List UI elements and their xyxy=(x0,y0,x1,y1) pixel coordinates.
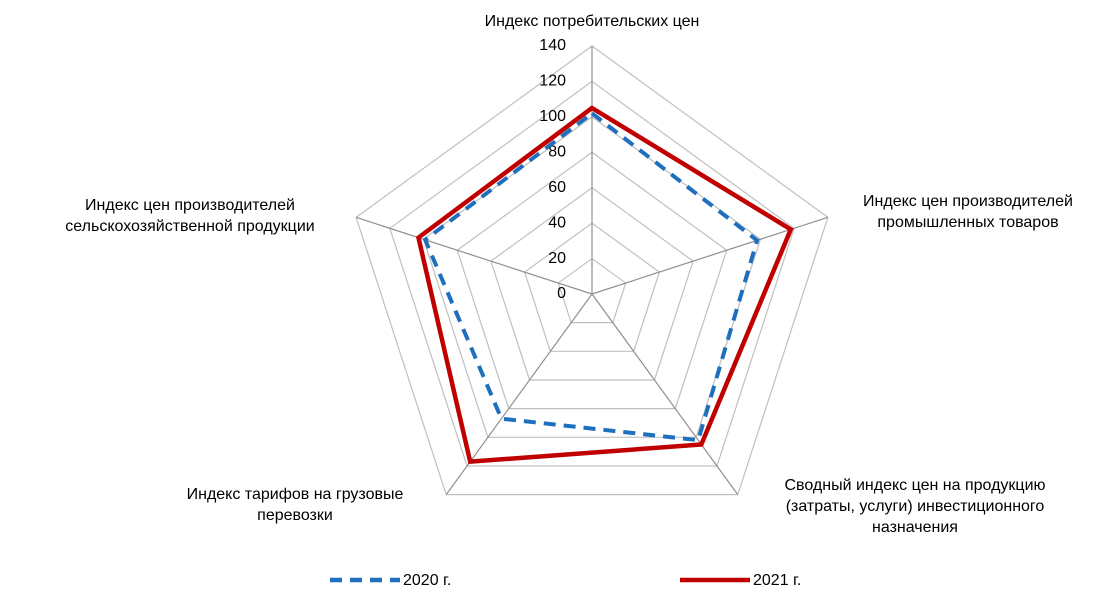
category-label: Индекс потребительских цен xyxy=(485,13,700,30)
legend-label: 2020 г. xyxy=(403,572,451,589)
spoke xyxy=(591,293,739,495)
grid-line xyxy=(456,151,728,410)
category-label: Индекс цен производителей сельскохозяйств… xyxy=(65,197,314,235)
spoke xyxy=(445,293,593,495)
category-label-line: Индекс тарифов на грузовые xyxy=(187,486,404,503)
grid-line xyxy=(355,45,829,496)
category-label-line: сельскохозяйственной продукции xyxy=(65,218,314,235)
series-line xyxy=(422,110,760,443)
category-label-line: перевозки xyxy=(257,507,333,524)
category-label-line: Индекс потребительских цен xyxy=(485,13,700,30)
y-tick-label: 140 xyxy=(539,37,566,54)
y-tick-label: 120 xyxy=(539,73,566,90)
category-label-line: Индекс цен производителей xyxy=(85,197,295,214)
category-label: Сводный индекс цен на продукцию (затраты,… xyxy=(785,477,1046,536)
spoke xyxy=(355,216,593,295)
category-label-line: Сводный индекс цен на продукцию xyxy=(785,477,1046,494)
category-label-line: (затраты, услуги) инвестиционного xyxy=(786,498,1045,515)
y-tick-label: 60 xyxy=(548,179,566,196)
grid-line xyxy=(557,257,627,324)
category-label-line: назначения xyxy=(872,519,958,536)
legend-label: 2021 г. xyxy=(753,572,801,589)
y-tick-label: 40 xyxy=(548,214,566,231)
category-label-line: промышленных товаров xyxy=(877,214,1058,231)
y-tick-label: 100 xyxy=(539,108,566,125)
category-label: Индекс тарифов на грузовые перевозки xyxy=(187,486,404,524)
grid-line xyxy=(389,80,795,467)
category-label-line: Индекс цен производителей xyxy=(863,193,1073,210)
y-tick-label: 80 xyxy=(548,144,566,161)
y-tick-label: 0 xyxy=(557,285,566,302)
series-line xyxy=(415,105,794,465)
y-tick-label: 20 xyxy=(548,250,566,267)
grid-line xyxy=(490,186,694,381)
grid-line xyxy=(523,222,661,352)
category-label: Индекс цен производителей промышленных то… xyxy=(863,193,1073,231)
